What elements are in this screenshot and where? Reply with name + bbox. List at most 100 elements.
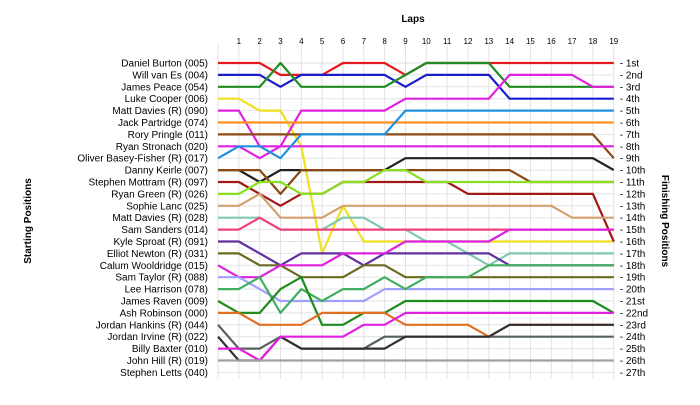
starting-position-label: Ryan Stronach (020) <box>116 142 208 153</box>
lap-tick-label: 10 <box>422 37 431 46</box>
finishing-position-label: - 19th <box>620 273 646 284</box>
starting-position-label: Stephen Letts (040) <box>120 368 208 379</box>
y-axis-title-left: Starting Positions <box>23 178 34 264</box>
lap-tick-label: 16 <box>547 37 556 46</box>
finishing-position-label: - 20th <box>620 285 646 296</box>
lap-tick-label: 1 <box>237 37 242 46</box>
lap-tick-label: 12 <box>464 37 473 46</box>
starting-position-label: Jordan Hankins (R) (044) <box>96 320 208 331</box>
finishing-position-label: - 7th <box>620 130 640 141</box>
series-line <box>218 252 614 279</box>
series-line <box>218 133 615 159</box>
lap-tick-label: 8 <box>382 37 387 46</box>
starting-position-label: James Raven (009) <box>121 297 208 308</box>
series-line <box>218 169 614 195</box>
starting-position-label: John Hill (R) (019) <box>127 356 208 367</box>
series-line <box>218 264 614 314</box>
starting-position-label: Elliot Newton (R) (031) <box>107 249 208 260</box>
finishing-position-label: - 11th <box>620 178 645 189</box>
starting-position-label: Matt Davies (R) (090) <box>112 106 208 117</box>
series-line <box>218 73 614 148</box>
starting-position-label: Will van Es (004) <box>132 70 208 81</box>
finishing-position-label: - 18th <box>620 261 646 272</box>
finishing-position-label: - 17th <box>620 249 646 260</box>
lap-tick-label: 5 <box>320 37 325 46</box>
finishing-position-label: - 26th <box>620 356 646 367</box>
finishing-position-label: - 22nd <box>620 308 648 319</box>
finishing-position-label: - 23rd <box>620 320 646 331</box>
finishing-position-label: - 3rd <box>620 82 641 93</box>
starting-position-label: Ryan Green (R) (026) <box>111 189 208 200</box>
lap-tick-label: 6 <box>341 37 346 46</box>
finishing-position-label: - 1st <box>620 59 640 70</box>
series-line <box>218 192 614 219</box>
starting-position-label: Jack Partridge (074) <box>118 118 208 129</box>
finishing-position-label: - 4th <box>620 94 640 105</box>
lap-tick-label: 13 <box>484 37 493 46</box>
lap-tick-label: 15 <box>526 37 535 46</box>
lap-tick-label: 7 <box>362 37 367 46</box>
finishing-position-label: - 10th <box>620 166 646 177</box>
lap-tick-label: 9 <box>403 37 408 46</box>
series-lines <box>217 61 615 362</box>
finishing-position-label: - 6th <box>620 118 640 129</box>
starting-position-label: Billy Baxter (010) <box>132 344 208 355</box>
x-axis-title: Laps <box>401 14 425 25</box>
lap-tick-label: 2 <box>257 37 262 46</box>
y-axis-title-right: Finishing Positions <box>659 175 670 268</box>
starting-position-label: Jordan Irvine (R) (022) <box>107 332 208 343</box>
starting-position-label: Sophie Lanc (025) <box>126 201 208 212</box>
series-line <box>218 157 615 184</box>
finishing-position-label: - 8th <box>620 142 640 153</box>
starting-position-label: Daniel Burton (005) <box>121 59 208 70</box>
finishing-position-label: - 2nd <box>620 70 643 81</box>
starting-position-label: Sam Sanders (014) <box>121 225 208 236</box>
finishing-position-label: - 15th <box>620 225 646 236</box>
lap-tick-label: 11 <box>443 37 452 46</box>
finishing-position-labels: - 1st- 2nd- 3rd- 4th- 5th- 6th- 7th- 8th… <box>620 59 648 379</box>
series-line <box>218 145 614 160</box>
series-line <box>218 311 614 362</box>
finishing-position-label: - 9th <box>620 154 640 165</box>
finishing-position-label: - 16th <box>620 237 646 248</box>
finishing-position-label: - 14th <box>620 213 646 224</box>
starting-position-label: Luke Cooper (006) <box>125 94 208 105</box>
lap-tick-label: 14 <box>505 37 514 46</box>
starting-position-label: Calum Wooldridge (015) <box>100 261 208 272</box>
series-line <box>217 323 614 362</box>
series-line <box>218 61 614 88</box>
starting-position-label: Danny Keirle (007) <box>125 166 208 177</box>
starting-position-labels: Daniel Burton (005)Will van Es (004)Jame… <box>77 59 208 379</box>
lap-tick-label: 19 <box>609 37 618 46</box>
grid <box>217 44 615 379</box>
starting-position-label: Sam Taylor (R) (088) <box>115 273 208 284</box>
starting-position-label: Rory Pringle (011) <box>128 130 208 141</box>
series-line <box>217 276 615 326</box>
series-line <box>218 180 615 242</box>
starting-position-label: James Peace (054) <box>121 82 208 93</box>
series-line <box>218 276 614 303</box>
lap-tick-label: 17 <box>568 37 577 46</box>
finishing-position-label: - 12th <box>620 189 646 200</box>
lap-tick-label: 4 <box>299 37 304 46</box>
finishing-position-label: - 5th <box>620 106 640 117</box>
lap-tick-label: 18 <box>588 37 597 46</box>
series-line <box>218 73 614 100</box>
starting-position-label: Ash Robinson (000) <box>120 308 208 319</box>
finishing-position-label: - 27th <box>620 368 646 379</box>
finishing-position-label: - 21st <box>620 297 645 308</box>
series-line <box>217 228 614 279</box>
lap-tick-labels: 1 2 3 4 5 6 7 8 9 10 11 12 13 14 15 16 17 18 19 <box>237 37 619 46</box>
lap-tick-label: 3 <box>278 37 283 46</box>
finishing-position-label: - 24th <box>620 332 646 343</box>
finishing-position-label: - 13th <box>620 201 646 212</box>
series-line <box>218 216 614 231</box>
starting-position-label: Stephen Mottram (R) (097) <box>89 178 209 189</box>
starting-position-label: Oliver Basey-Fisher (R) (017) <box>77 154 208 165</box>
starting-position-label: Matt Davies (R) (028) <box>112 213 208 224</box>
finishing-position-label: - 25th <box>620 344 646 355</box>
starting-position-label: Lee Harrison (078) <box>125 285 208 296</box>
starting-position-label: Kyle Sproat (R) (091) <box>114 237 208 248</box>
series-line <box>217 109 614 160</box>
